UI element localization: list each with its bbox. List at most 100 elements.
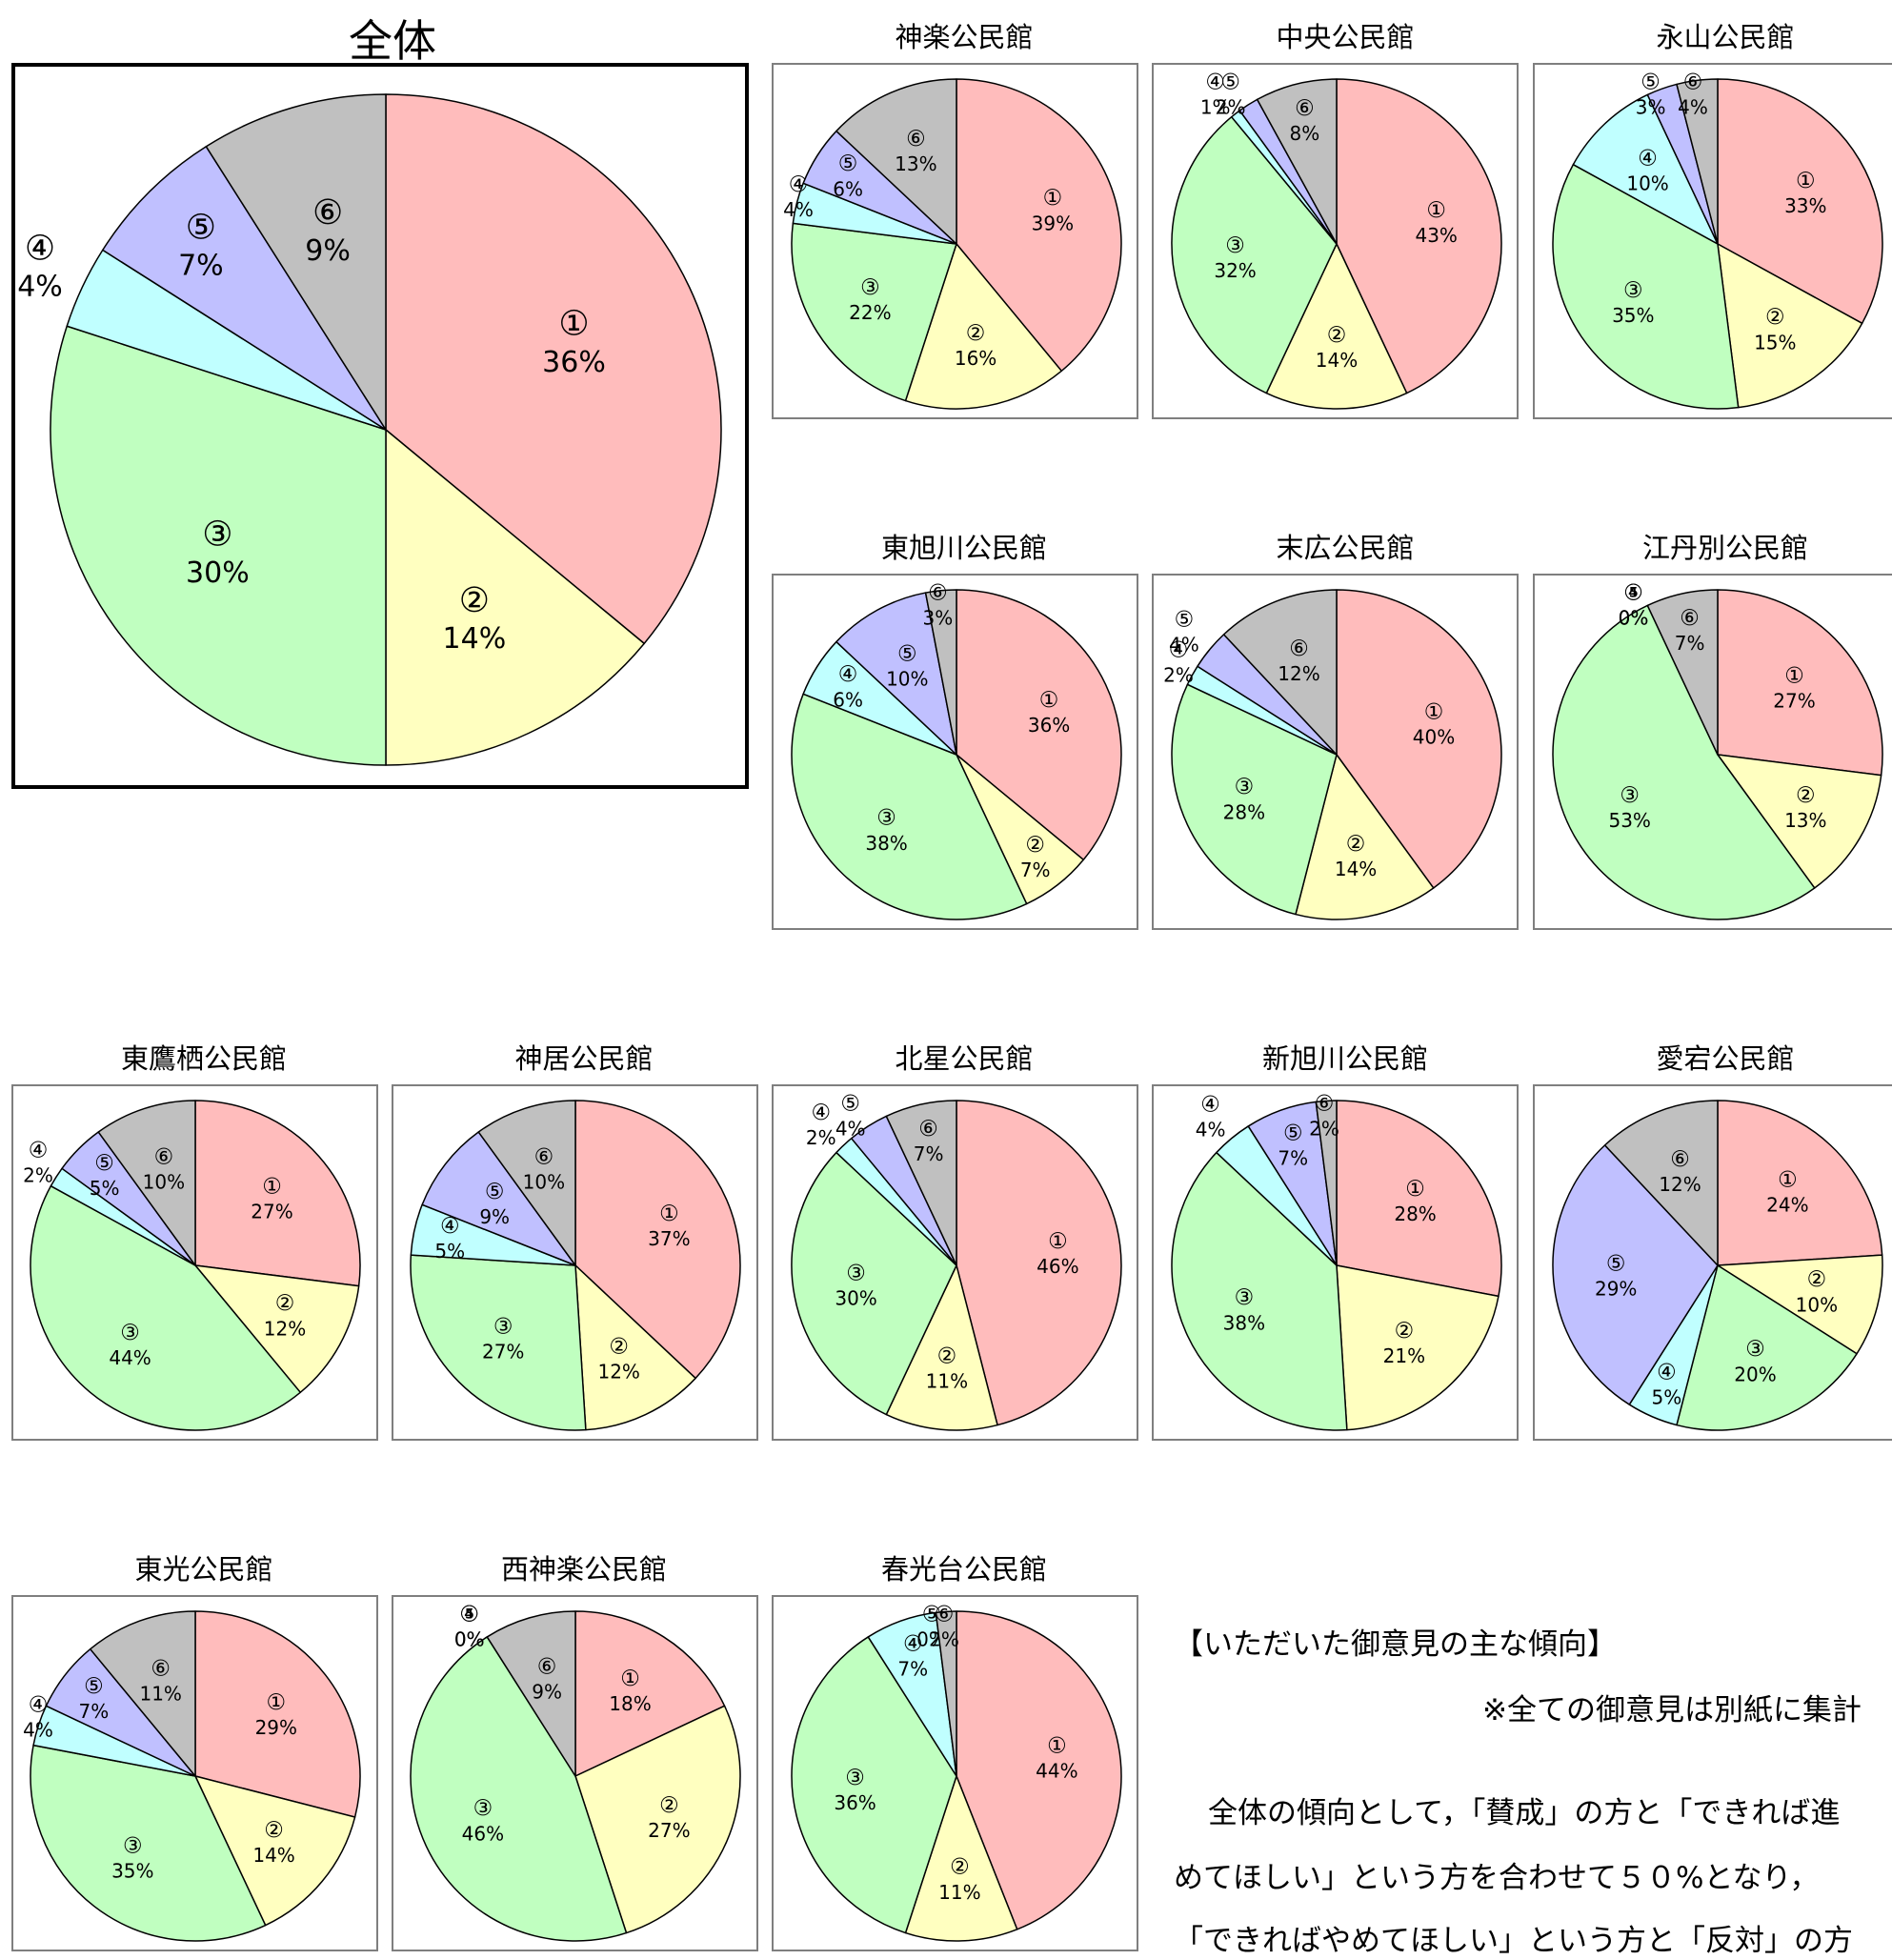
- chart-frame: ① 28% ② 21% ③ 38% ④ 4% ⑤ 7% ⑥ 2%: [1152, 1084, 1519, 1441]
- slice-percent-label: 27%: [1773, 690, 1815, 713]
- slice-marker-label: ⑥: [906, 127, 926, 152]
- slice-percent-label: 3%: [1636, 96, 1666, 119]
- slice-marker-label: ①: [1424, 699, 1444, 724]
- slice-percent-label: 43%: [1415, 224, 1457, 247]
- slice-percent-label: 5%: [434, 1240, 465, 1263]
- pie-slice-6: [205, 93, 387, 431]
- chart-title: 全体: [349, 15, 436, 67]
- slice-percent-label: 8%: [1290, 122, 1320, 145]
- pie-slice-2: [904, 243, 1063, 410]
- slice-marker-label: ⑥: [151, 1657, 171, 1682]
- slice-percent-label: 35%: [1612, 304, 1654, 327]
- slice-marker-label: ③: [493, 1314, 513, 1339]
- chart-frame: ① 43% ② 14% ③ 32% ④ 1% ⑤ 2% ⑥ 8%: [1152, 63, 1519, 419]
- pie-slice-6: [1315, 1100, 1338, 1266]
- slice-marker-label: ⑤: [459, 1603, 479, 1627]
- slice-marker-label: ⑥: [1315, 1092, 1335, 1117]
- notes-line-2: めてほしい」という方を合わせて５０%となり，: [1174, 1861, 1820, 1895]
- slice-marker-label: ②: [1395, 1319, 1415, 1344]
- pie-slice-2: [385, 429, 645, 766]
- slice-marker-label: ④: [29, 1693, 49, 1718]
- slice-percent-label: 10%: [1626, 172, 1668, 194]
- slice-percent-label: 10%: [523, 1171, 565, 1194]
- slice-percent-label: 6%: [833, 688, 863, 711]
- slice-percent-label: 12%: [1278, 662, 1319, 685]
- slice-marker-label: ⑥: [1289, 636, 1309, 661]
- pie-chart: ①46% ②11% ③30% ④2%⑤4% ⑥7%: [791, 1092, 1122, 1431]
- pie-slice-2: [1295, 754, 1435, 920]
- slice-marker-label: ④: [838, 662, 858, 687]
- slice-marker-label: ②: [1765, 305, 1785, 330]
- pie-slice-6: [486, 1610, 576, 1777]
- slice-marker-label: ③: [846, 1262, 866, 1286]
- slice-percent-label: 0%: [454, 1628, 485, 1651]
- slice-marker-label: ⑤: [94, 1151, 114, 1176]
- pie-slice-6: [935, 1610, 957, 1777]
- slice-marker-label: ④: [440, 1214, 460, 1239]
- slice-marker-label: ③: [1235, 775, 1255, 799]
- slice-percent-label: 9%: [479, 1205, 510, 1228]
- notes-line-1: 全体の傾向として，「賛成」の方と「できれば進: [1208, 1796, 1841, 1830]
- slice-marker-label: ⑤: [1220, 71, 1240, 95]
- chart-frame: ① 36% ② 14% ③ 30% ④ 4% ⑤ 7% ⑥ 9%: [11, 63, 749, 789]
- chart-title: 末広公民館: [1276, 532, 1415, 564]
- slice-percent-label: 0%: [454, 1628, 485, 1651]
- slice-marker-label: ⑤: [1175, 608, 1195, 633]
- slice-marker-label: ⑥: [1680, 606, 1700, 631]
- slice-percent-label: 7%: [1675, 632, 1705, 655]
- slice-percent-label: 24%: [1766, 1193, 1808, 1216]
- slice-marker-label: ③: [845, 1766, 865, 1790]
- pie-slice-2: [885, 1264, 998, 1431]
- slice-marker-label: ⑤: [1640, 71, 1661, 95]
- notes-footnote: ※全ての御意見は別紙に集計: [1482, 1693, 1862, 1728]
- pie-slice-2: [1717, 754, 1882, 889]
- pie-slice-3: [50, 325, 387, 766]
- pie-slice-3: [410, 1636, 628, 1942]
- slice-marker-label: ⑥: [1683, 71, 1703, 95]
- pie-chart: ①37% ②12% ③27% ④5% ⑤9% ⑥10%: [410, 1100, 741, 1431]
- slice-percent-label: 0%: [1619, 607, 1649, 630]
- slice-marker-label: ③: [473, 1796, 493, 1821]
- chart-title: 西神楽公民館: [500, 1553, 667, 1586]
- chart-title: 神居公民館: [514, 1042, 654, 1075]
- slice-percent-label: 39%: [1032, 212, 1074, 234]
- pie-slice-2: [574, 1705, 741, 1934]
- notes-heading: 【いただいた御意見の主な傾向】: [1174, 1627, 1617, 1662]
- chart-title: 永山公民館: [1656, 21, 1795, 53]
- slice-percent-label: 4%: [17, 271, 63, 304]
- slice-marker-label: ⑥: [154, 1145, 174, 1170]
- slice-percent-label: 9%: [532, 1681, 562, 1704]
- slice-percent-label: 15%: [1754, 331, 1796, 354]
- chart-title: 北星公民館: [895, 1042, 1034, 1075]
- slice-marker-label: ⑥: [928, 581, 948, 606]
- chart-title: 神楽公民館: [895, 21, 1034, 53]
- pie-slice-4: [1572, 93, 1719, 245]
- slice-percent-label: 4%: [23, 1719, 53, 1742]
- slice-marker-label: ⑥: [1295, 96, 1315, 121]
- slice-marker-label: ②: [1327, 323, 1347, 348]
- slice-marker-label: ⑥: [312, 193, 343, 232]
- pie-slice-3: [1171, 683, 1338, 916]
- notes-line-3: 「できればやめてほしい」という方と「反対」の方: [1174, 1924, 1853, 1958]
- slice-marker-label: ④: [1200, 1093, 1220, 1118]
- pie-slice-2: [574, 1264, 696, 1431]
- slice-percent-label: 18%: [609, 1692, 651, 1715]
- slice-marker-label: ④: [25, 229, 55, 268]
- slice-percent-label: 38%: [1223, 1311, 1265, 1334]
- slice-percent-label: 9%: [305, 234, 351, 268]
- slice-percent-label: 21%: [1383, 1344, 1425, 1367]
- pie-slice-5: [835, 592, 957, 756]
- pie-chart: ①24% ②10% ③20% ④5% ⑤29% ⑥12%: [1552, 1100, 1883, 1431]
- slice-percent-label: 27%: [648, 1819, 690, 1842]
- pie-chart: ①33% ②15% ③35% ④10% ⑤3% ⑥4%: [1552, 71, 1883, 410]
- pie-slice-3: [791, 1151, 957, 1416]
- pie-slice-3: [30, 1184, 302, 1431]
- pie-chart: ①43% ②14% ③32% ④1%⑤2% ⑥8%: [1171, 71, 1502, 410]
- pie-slice-5: [1552, 1144, 1719, 1405]
- slice-percent-label: 7%: [1020, 859, 1051, 881]
- slice-percent-label: 4%: [1169, 634, 1199, 657]
- slice-marker-label: ③: [202, 515, 232, 555]
- pie-slice-1: [194, 1100, 361, 1287]
- pie-slice-3: [791, 693, 1028, 920]
- slice-percent-label: 38%: [865, 832, 907, 855]
